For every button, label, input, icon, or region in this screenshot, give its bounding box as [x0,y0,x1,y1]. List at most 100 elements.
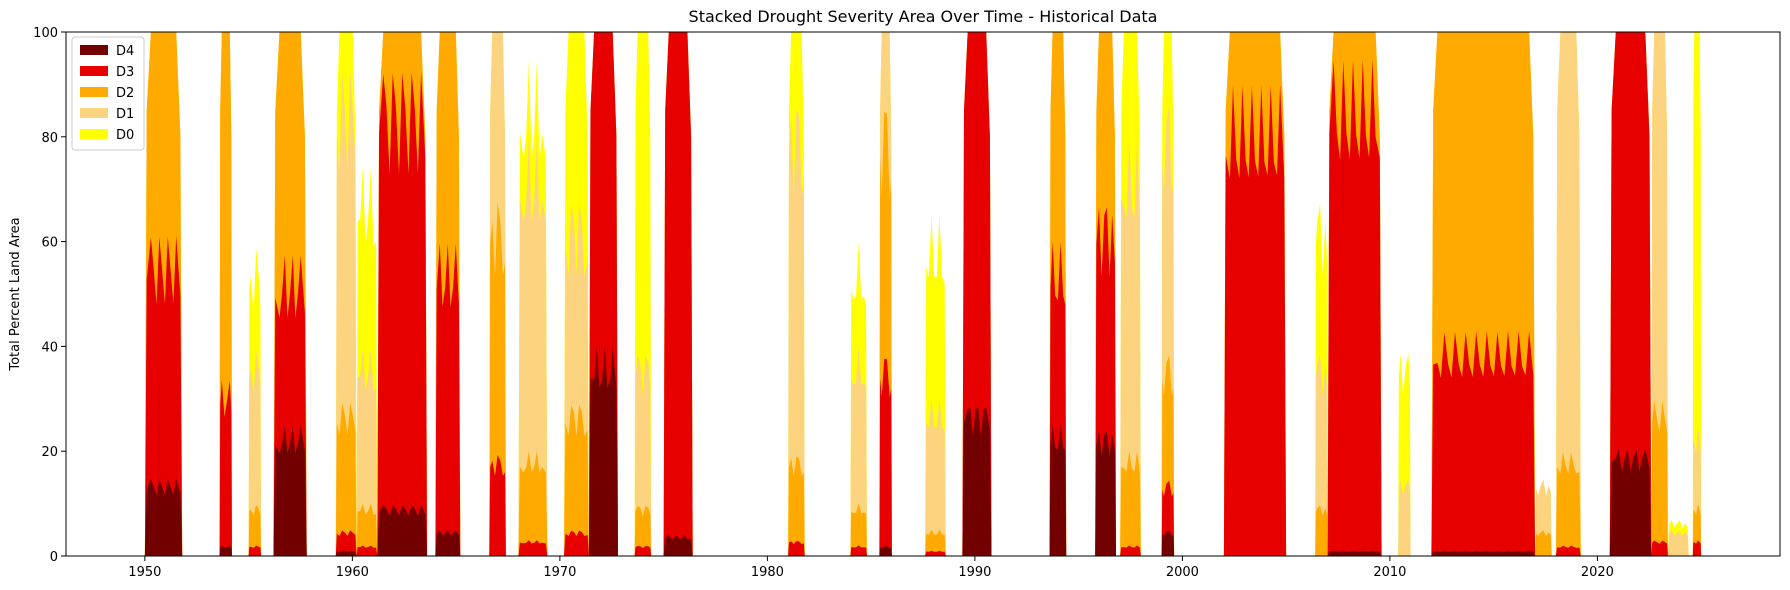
area-d1-event-9 [518,138,548,556]
chart-title: Stacked Drought Severity Area Over Time … [689,7,1158,26]
area-d4-event-1 [219,545,232,556]
x-tick-label: 2000 [1166,565,1199,580]
area-d3-event-27 [1431,331,1536,556]
legend-swatch-d1 [80,108,108,118]
area-d4-event-6 [377,505,428,556]
x-tick-label: 2020 [1581,565,1614,580]
area-d4-event-11 [588,346,618,556]
area-d3-event-0 [144,236,183,556]
area-d3-event-8 [489,454,506,556]
y-axis-label: Total Percent Land Area [8,217,23,371]
area-d3-event-5 [356,545,378,556]
area-d3-event-6 [377,71,428,556]
x-tick-label: 1960 [336,565,369,580]
area-d2-event-2 [248,504,262,556]
area-d3-event-4 [335,530,357,556]
area-d4-event-3 [273,426,307,556]
area-d3-event-30 [1609,32,1652,556]
area-d4-event-20 [1095,431,1116,556]
area-d1-event-29 [1555,32,1581,556]
area-d1-event-5 [356,347,378,556]
area-d4-event-19 [1049,425,1067,556]
area-d2-event-29 [1555,452,1581,556]
area-d2-event-28 [1535,530,1552,556]
area-d2-event-12 [634,506,652,556]
y-axis: 0 20 40 60 80 100 [33,26,66,565]
area-d3-event-23 [1223,84,1287,556]
area-d4-event-13 [663,535,693,556]
legend: D4 D3 D2 D1 D0 [71,36,145,151]
area-d1-event-24 [1315,354,1328,556]
x-tick-label: 1980 [751,565,784,580]
area-d3-event-17 [925,550,946,556]
area-d3-event-9 [518,540,548,556]
area-d1-event-15 [850,346,867,556]
area-d3-event-1 [219,380,232,556]
area-d4-event-16 [879,546,892,556]
area-d4-event-30 [1609,448,1652,556]
legend-label-d1: D1 [116,107,134,122]
area-d1-event-12 [634,356,652,556]
y-tick-label: 40 [41,340,58,355]
x-tick-label: 1950 [128,565,161,580]
area-d2-event-21 [1120,451,1141,556]
area-d2-event-10 [564,405,589,556]
y-tick-label: 100 [33,26,58,41]
area-d1-event-26 [1398,479,1411,556]
area-d1-event-17 [925,398,946,556]
area-d3-event-15 [850,545,867,556]
area-d3-event-12 [634,546,652,556]
area-d3-event-31 [1651,540,1668,556]
area-d2-event-14 [788,456,805,556]
x-tick-label: 1970 [543,565,576,580]
area-d1-event-32 [1667,530,1689,556]
y-tick-label: 80 [41,131,58,146]
area-d3-event-29 [1555,545,1581,556]
area-d1-event-14 [788,108,805,556]
area-d3-event-33 [1692,540,1702,556]
legend-label-d4: D4 [116,44,134,59]
area-d4-event-22 [1161,530,1175,556]
area-d4-event-27 [1431,550,1536,556]
area-d3-event-7 [435,243,461,556]
legend-label-d0: D0 [116,128,134,143]
area-d2-event-4 [335,402,357,556]
plot-frame [65,31,1781,557]
x-tick-label: 2010 [1373,565,1406,580]
series-area-d4 [144,346,1652,556]
area-d4-event-4 [335,550,357,556]
area-d3-event-10 [564,530,589,556]
y-tick-label: 60 [41,236,58,251]
area-d2-event-9 [518,451,548,556]
x-axis: 1950 1960 1970 1980 1990 2000 2010 2020 [128,556,1614,580]
area-d3-event-2 [248,545,262,556]
legend-label-d2: D2 [116,86,134,101]
area-d4-event-18 [962,407,992,556]
x-tick-label: 1990 [958,565,991,580]
area-d3-event-21 [1120,545,1141,556]
area-d2-event-17 [925,529,946,556]
legend-swatch-d3 [80,66,108,76]
y-tick-label: 0 [50,550,58,565]
area-d3-event-16 [879,358,892,556]
area-d2-event-24 [1315,505,1328,556]
area-d2-event-15 [850,503,867,556]
area-d4-event-25 [1327,550,1382,556]
legend-label-d3: D3 [116,65,134,80]
legend-swatch-d0 [80,129,108,139]
area-d2-event-31 [1651,400,1668,556]
area-d4-event-7 [435,529,461,556]
legend-swatch-d4 [80,45,108,55]
y-tick-label: 20 [41,445,58,460]
area-d3-event-13 [663,32,693,556]
area-d1-event-21 [1120,137,1141,556]
area-d1-event-2 [248,350,262,556]
area-d2-event-5 [356,504,378,556]
legend-swatch-d2 [80,87,108,97]
area-d3-event-14 [788,541,805,556]
plot-area [144,32,1702,556]
area-d3-event-25 [1327,59,1382,556]
area-d0-event-33 [1692,32,1702,556]
area-d4-event-0 [144,478,183,556]
